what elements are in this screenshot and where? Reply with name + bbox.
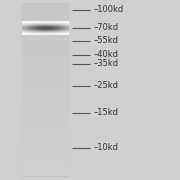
Text: –10kd: –10kd [94, 143, 119, 152]
Text: –100kd: –100kd [94, 5, 124, 14]
Text: –55kd: –55kd [94, 36, 119, 45]
Text: –15kd: –15kd [94, 108, 119, 117]
Text: –40kd: –40kd [94, 50, 119, 59]
Text: –25kd: –25kd [94, 81, 119, 90]
Bar [22, 4, 68, 176]
Text: –70kd: –70kd [94, 23, 119, 32]
Text: –35kd: –35kd [94, 59, 119, 68]
